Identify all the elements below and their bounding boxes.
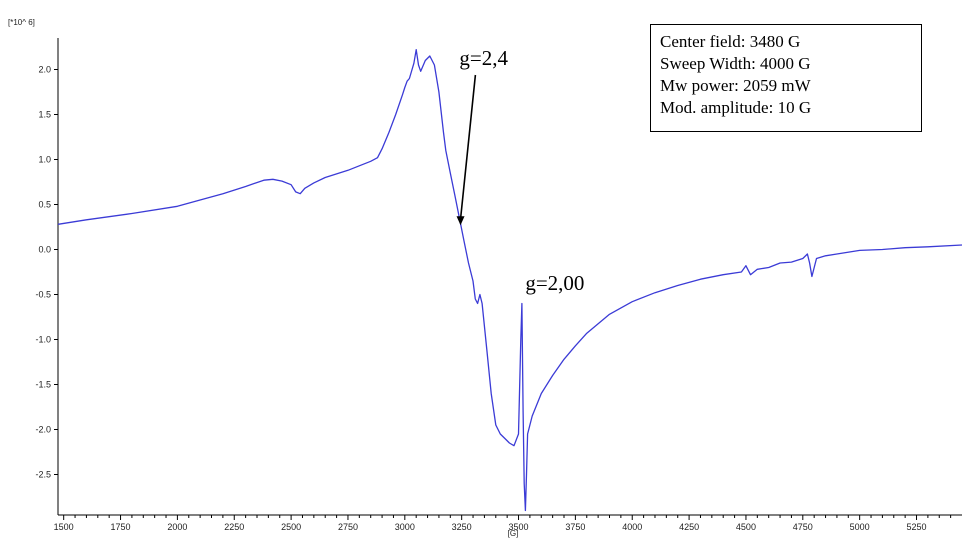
x-tick-label: 1500 (54, 522, 74, 532)
x-ticks: 1500 1750 2000 2250 2500 2750 3000 3250 3500 3750… (54, 515, 952, 532)
series-layer (57, 49, 962, 512)
y-tick-label: -0.5 (35, 290, 51, 300)
x-tick-label: 4750 (793, 522, 813, 532)
x-tick-label: 2250 (224, 522, 244, 532)
y-tick-label: -2.0 (35, 425, 51, 435)
y-tick-label: 1.0 (38, 155, 51, 165)
y-ticks: 2.0 1.5 1.0 0.5 0.0 -0.5 -1.0 -1.5 -2.0 -2.5 (35, 65, 58, 480)
info-sweep-width: Sweep Width: 4000 G (660, 54, 811, 73)
info-mod-amplitude: Mod. amplitude: 10 G (660, 98, 812, 117)
x-tick-label: 5250 (907, 522, 927, 532)
x-tick-label: 5000 (850, 522, 870, 532)
x-tick-label: 4250 (679, 522, 699, 532)
x-tick-label: 3250 (452, 522, 472, 532)
y-tick-label: -2.5 (35, 470, 51, 480)
y-tick-label: 1.5 (38, 110, 51, 120)
acquisition-parameters-box: Center field: 3480 G Sweep Width: 4000 G… (650, 24, 922, 132)
annotation-arrow-head (456, 216, 465, 226)
y-tick-label: -1.5 (35, 380, 51, 390)
annotation-arrow-line (459, 74, 477, 220)
x-tick-label: 4500 (736, 522, 756, 532)
spectrum-line (57, 49, 962, 512)
x-tick-label: 3500 (509, 522, 529, 532)
y-tick-label: -1.0 (35, 335, 51, 345)
x-tick-label: 3750 (565, 522, 585, 532)
annotation-label-2: g=2,00 (525, 271, 584, 295)
x-axis-unit-label: [G] (508, 529, 519, 538)
x-tick-label: 1750 (111, 522, 131, 532)
y-tick-label: 0.5 (38, 200, 51, 210)
x-tick-label: 4000 (622, 522, 642, 532)
info-center-field: Center field: 3480 G (660, 32, 801, 51)
annotations: g=2,4 g=2,00 (456, 46, 584, 295)
axes (57, 38, 962, 516)
x-tick-label: 2000 (167, 522, 187, 532)
x-tick-label: 3000 (395, 522, 415, 532)
annotation-label-1: g=2,4 (459, 46, 508, 70)
y-tick-label: 0.0 (38, 245, 51, 255)
x-tick-label: 2750 (338, 522, 358, 532)
y-tick-label: 2.0 (38, 65, 51, 75)
info-mw-power: Mw power: 2059 mW (660, 76, 811, 95)
y-multiplier-label: [*10^ 6] (8, 18, 35, 27)
x-tick-label: 2500 (281, 522, 301, 532)
